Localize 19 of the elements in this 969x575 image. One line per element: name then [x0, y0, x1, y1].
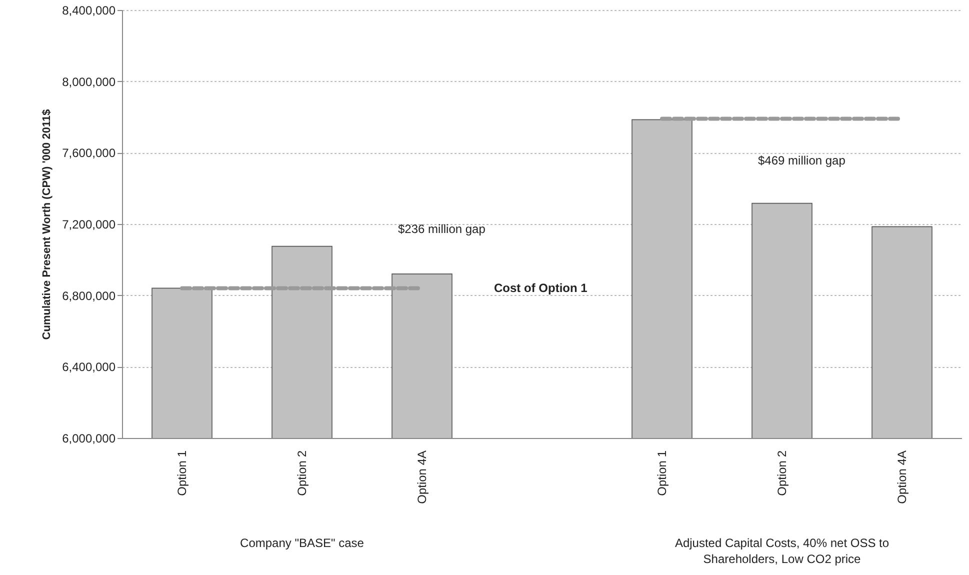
x-tick-label: Option 4A — [895, 450, 909, 504]
text: Cost of Option 1 — [494, 281, 588, 296]
y-axis-title: Cumulative Present Worth (CPW) '000 2011$ — [41, 109, 54, 340]
y-tick-label: 8,000,000 — [62, 74, 116, 89]
y-tick-label: 6,800,000 — [62, 288, 116, 303]
x-tick-label: Option 1 — [655, 450, 669, 496]
y-tick-label: 6,000,000 — [62, 432, 116, 446]
x-tick-label: Option 4A — [415, 450, 429, 504]
annotation: $469 million gap — [758, 154, 846, 168]
text: Company "BASE" case — [240, 536, 364, 550]
annotation: $236 million gap — [398, 222, 486, 236]
x-tick-label: Option 2 — [295, 450, 309, 496]
text: Adjusted Capital Costs, 40% net OSS to Shareholders, Low CO2 price — [674, 536, 890, 566]
x-tick-label: Option 2 — [775, 450, 789, 496]
y-tick-label: 7,600,000 — [62, 146, 116, 160]
y-tick-label: 8,400,000 — [62, 4, 116, 18]
y-tick-label: 6,400,000 — [62, 360, 116, 374]
y-tick-label: 7,200,000 — [62, 218, 116, 232]
x-tick-label: Option 1 — [175, 450, 189, 496]
